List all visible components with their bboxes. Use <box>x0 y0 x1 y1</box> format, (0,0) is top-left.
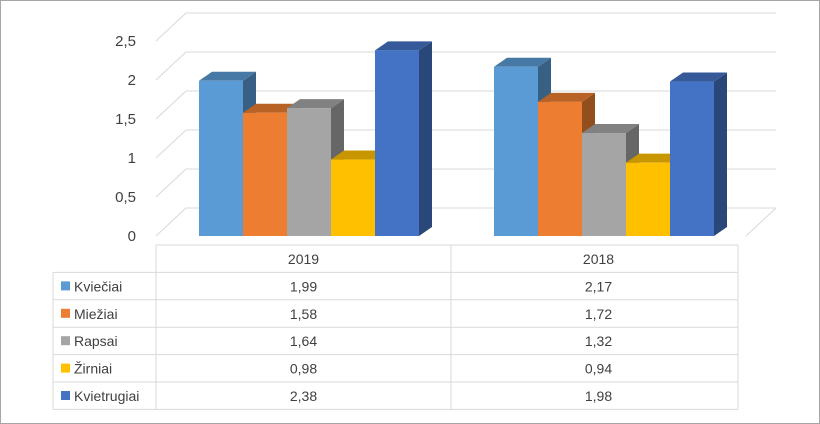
y-tick-label: 0,5 <box>115 189 136 206</box>
series-name: Miežiai <box>74 306 118 322</box>
data-value: 1,58 <box>290 306 317 322</box>
series-name: Kvietrugiai <box>74 388 139 404</box>
bar <box>626 162 670 236</box>
bar <box>331 159 375 236</box>
bar-top <box>670 72 727 82</box>
y-tick-label: 2,5 <box>115 33 136 50</box>
bar <box>375 50 419 236</box>
y-tick-label: 1 <box>128 150 136 167</box>
gridline-diagonal <box>155 129 187 159</box>
y-tick-label: 0 <box>128 228 136 245</box>
data-value: 2,38 <box>290 388 317 404</box>
bar-top <box>375 41 432 51</box>
series-name: Žirniai <box>74 361 112 377</box>
bar-top <box>199 71 256 81</box>
floor-edge <box>745 207 777 237</box>
legend-key <box>61 363 70 373</box>
data-value: 1,99 <box>290 278 317 294</box>
bar <box>538 101 582 236</box>
category-label: 2018 <box>583 251 614 267</box>
bar-top <box>243 103 300 113</box>
bar-top <box>494 57 551 67</box>
category-label: 2019 <box>288 251 319 267</box>
bar <box>243 112 287 236</box>
data-value: 1,98 <box>585 388 612 404</box>
gridline-diagonal <box>155 207 187 237</box>
bar-side <box>714 72 727 236</box>
data-value: 0,94 <box>585 361 612 377</box>
gridline-diagonal <box>155 90 187 120</box>
y-tick-label: 2 <box>128 72 136 89</box>
bar <box>494 66 538 237</box>
legend-key <box>61 391 70 400</box>
bar-top <box>626 153 683 163</box>
bar <box>670 81 714 236</box>
gridline-diagonal <box>155 168 187 198</box>
bar-top <box>331 150 388 160</box>
data-value: 2,17 <box>585 278 612 294</box>
series-name: Rapsai <box>74 333 118 349</box>
y-tick-label: 1,5 <box>115 111 136 128</box>
bar-top <box>287 99 344 109</box>
legend-key <box>61 336 70 346</box>
bar <box>582 133 626 236</box>
data-value: 0,98 <box>290 361 317 377</box>
data-value: 1,64 <box>290 333 317 349</box>
legend-key <box>61 308 70 318</box>
bar-top <box>582 124 639 134</box>
bar <box>287 108 331 236</box>
bar-top <box>538 92 595 102</box>
data-value: 1,32 <box>585 333 612 349</box>
legend-key <box>61 281 70 291</box>
bar <box>199 80 243 236</box>
series-name: Kviečiai <box>74 278 122 294</box>
bar-side <box>419 41 432 236</box>
gridline-diagonal <box>155 51 187 81</box>
data-value: 1,72 <box>585 306 612 322</box>
gridline-diagonal <box>155 12 187 42</box>
